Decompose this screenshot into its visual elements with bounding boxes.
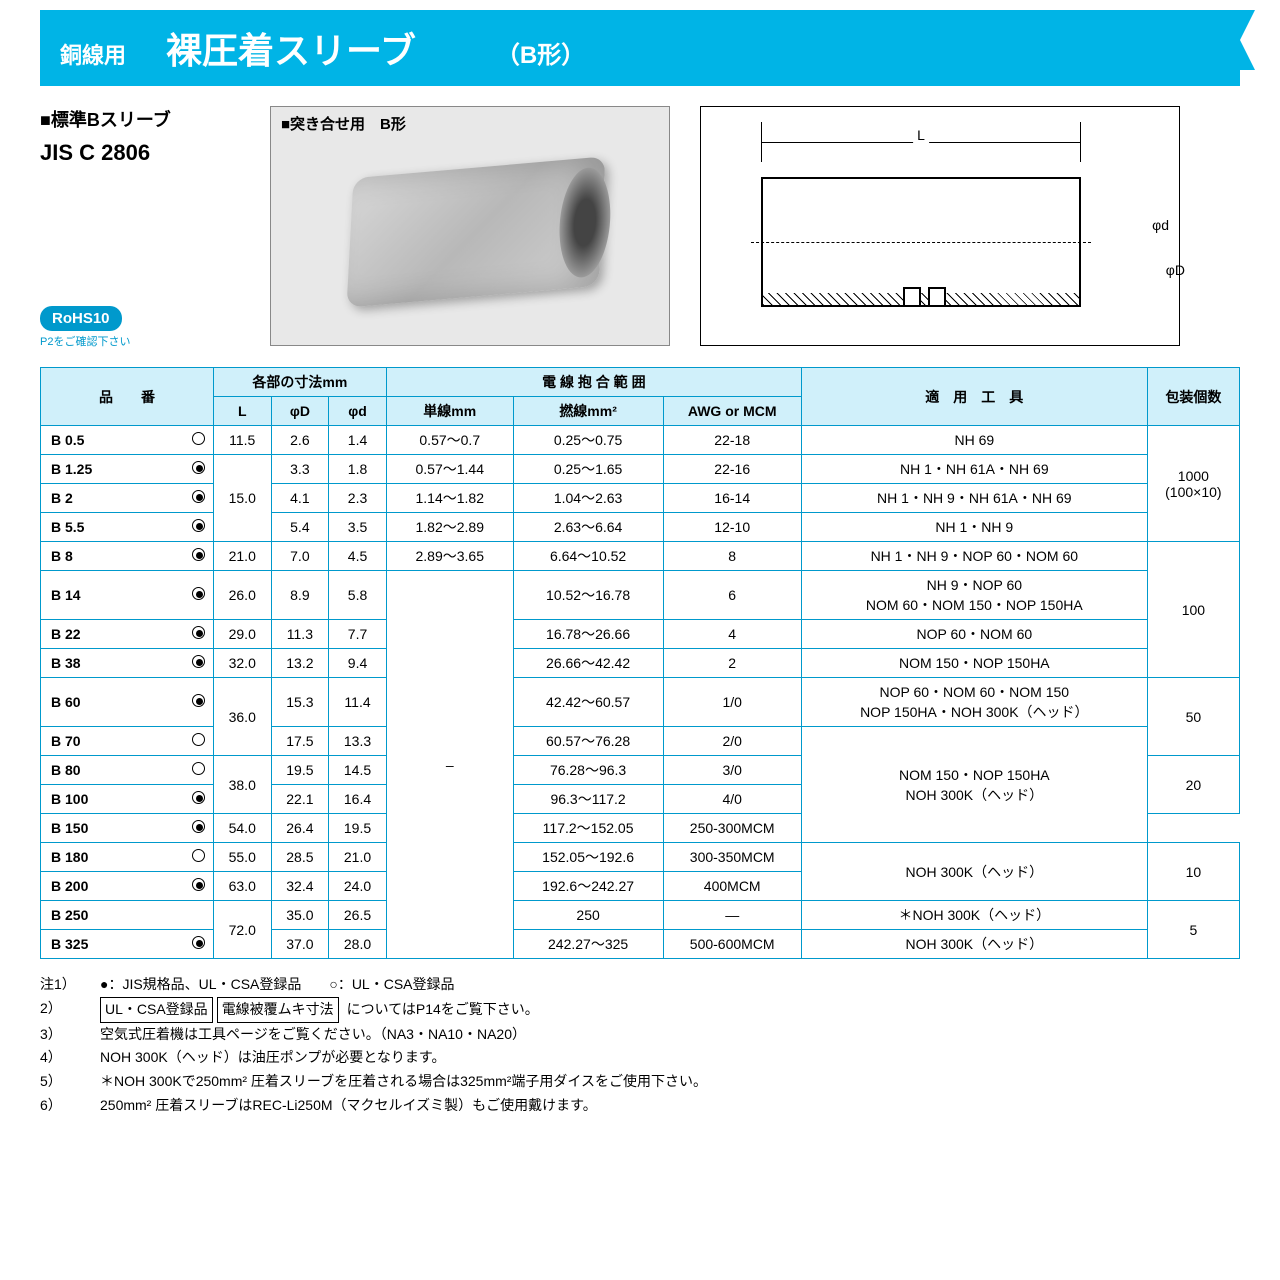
th-D: φD <box>271 397 329 426</box>
footnote-row: 注1）●：JIS規格品、UL・CSA登録品 ○：UL・CSA登録品 <box>40 973 1240 997</box>
footnote-row: 2）UL・CSA登録品電線被覆ムキ寸法 についてはP14をご覧下さい。 <box>40 997 1240 1023</box>
rohs-badge: RoHS10 <box>40 306 122 331</box>
table-row: B 3832.013.29.426.66～42.422NOM 150・NOP 1… <box>41 649 1240 678</box>
footnote-row: 6）250mm² 圧着スリーブはREC-Li250M（マクセルイズミ製）もご使用… <box>40 1094 1240 1118</box>
photo-label: ■突き合せ用 B形 <box>281 113 406 134</box>
th-range: 電 線 抱 合 範 囲 <box>386 368 801 397</box>
th-awg: AWG or MCM <box>663 397 801 426</box>
th-L: L <box>213 397 271 426</box>
table-row: B 6036.015.311.442.42～60.571/0NOP 60・NOM… <box>41 678 1240 727</box>
header-title: 裸圧着スリーブ <box>166 22 416 74</box>
product-photo: ■突き合せ用 B形 <box>270 106 670 346</box>
table-row: B 0.511.52.61.40.57～0.70.25～0.7522-18NH … <box>41 426 1240 455</box>
th-d: φd <box>329 397 387 426</box>
footnotes: 注1）●：JIS規格品、UL・CSA登録品 ○：UL・CSA登録品2）UL・CS… <box>40 973 1240 1118</box>
jis-standard: JIS C 2806 <box>40 140 240 166</box>
th-single: 単線mm <box>386 397 513 426</box>
dimension-diagram: L φd φD <box>700 106 1180 346</box>
diagram-L-label: L <box>913 127 929 143</box>
footnote-row: 4）NOH 300K（ヘッド）は油圧ポンプが必要となります。 <box>40 1046 1240 1070</box>
table-row: B 2229.011.37.716.78～26.664NOP 60・NOM 60 <box>41 620 1240 649</box>
header-shape: （B形） <box>496 35 585 70</box>
table-row: B 18055.028.521.0152.05～192.6300-350MCMN… <box>41 843 1240 872</box>
footnote-row: 3）空気式圧着機は工具ページをご覧ください。（NA3・NA10・NA20） <box>40 1023 1240 1047</box>
diagram-phi-D: φD <box>1166 262 1185 278</box>
table-row: B 1.2515.03.31.80.57～1.440.25～1.6522-16N… <box>41 455 1240 484</box>
table-row: B 821.07.04.52.89～3.656.64～10.528NH 1・NH… <box>41 542 1240 571</box>
th-dims: 各部の寸法mm <box>213 368 386 397</box>
diagram-phi-d: φd <box>1152 217 1169 233</box>
th-stranded: 撚線mm² <box>513 397 663 426</box>
table-row: B 25072.035.026.5250—＊NOH 300K（ヘッド）5 <box>41 901 1240 930</box>
rohs-note: P2をご確認下さい <box>40 333 240 349</box>
th-pack: 包装個数 <box>1147 368 1239 426</box>
spec-table: 品 番 各部の寸法mm 電 線 抱 合 範 囲 適 用 工 具 包装個数 L φ… <box>40 367 1240 959</box>
top-section: ■標準Bスリーブ JIS C 2806 RoHS10 P2をご確認下さい ■突き… <box>40 106 1240 349</box>
subtitle: ■標準Bスリーブ <box>40 106 240 132</box>
header-sublabel: 銅線用 <box>60 38 126 70</box>
page-header: 銅線用 裸圧着スリーブ （B形） <box>40 10 1240 86</box>
table-row: B 1426.08.95.8–10.52～16.786NH 9・NOP 60NO… <box>41 571 1240 620</box>
footnote-row: 5）＊NOH 300Kで250mm² 圧着スリーブを圧着される場合は325mm²… <box>40 1070 1240 1094</box>
th-tool: 適 用 工 具 <box>801 368 1147 426</box>
th-partno: 品 番 <box>41 368 214 426</box>
